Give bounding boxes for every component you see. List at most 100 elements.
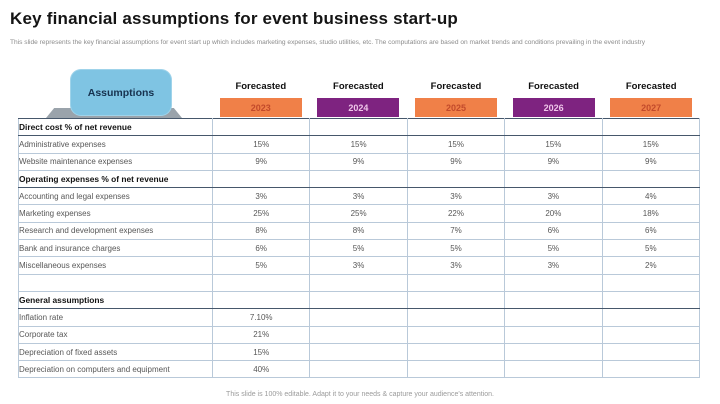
row-label: Miscellaneous expenses: [18, 256, 213, 275]
row-value: 6%: [504, 221, 603, 241]
row-value: [601, 273, 701, 292]
row-value: [211, 117, 311, 137]
row-value: [309, 308, 408, 327]
row-value: [601, 169, 701, 189]
row-value: 15%: [406, 135, 506, 154]
row-label: Bank and insurance charges: [18, 239, 213, 258]
row-value: [504, 308, 603, 327]
table-row: Research and development expenses 8% 8% 7% 6…: [18, 221, 701, 241]
year-badge: 2024: [317, 98, 400, 117]
row-value: [601, 360, 701, 379]
row-value: [504, 290, 603, 310]
table-row: Inflation rate 7.10%: [18, 308, 701, 327]
row-value: [406, 273, 506, 292]
row-value: 9%: [309, 152, 408, 171]
year-badge: 2025: [414, 98, 497, 117]
forecasted-label: Forecasted: [528, 81, 579, 92]
row-value: 9%: [601, 152, 701, 171]
table-row: Bank and insurance charges 6% 5% 5% 5% 5%: [18, 239, 701, 258]
forecasted-label: Forecasted: [235, 81, 287, 92]
row-value: 15%: [601, 135, 701, 154]
year-badge: 2026: [512, 98, 595, 117]
row-value: 8%: [309, 221, 408, 241]
assumptions-tab: Assumptions: [70, 69, 172, 116]
row-value: 3%: [504, 187, 603, 206]
forecast-column-header: Forecasted 2024: [310, 81, 408, 117]
assumptions-label: Assumptions: [87, 86, 155, 99]
row-value: 4%: [601, 187, 701, 206]
table-row: Miscellaneous expenses 5% 3% 3% 3% 2%: [18, 256, 701, 275]
table-row: Marketing expenses 25% 25% 22% 20% 18%: [18, 204, 701, 223]
row-label: Depreciation on computers and equipment: [18, 360, 213, 379]
row-label: Corporate tax: [18, 325, 213, 344]
row-value: 3%: [309, 256, 408, 275]
table-row: Depreciation of fixed assets 15%: [18, 342, 701, 362]
table-row: General assumptions: [18, 290, 701, 310]
row-value: 15%: [504, 135, 603, 154]
row-value: 40%: [211, 360, 311, 379]
row-value: [309, 360, 408, 379]
row-value: 9%: [406, 152, 506, 171]
assumptions-table-body: Direct cost % of net revenue Administrati…: [18, 117, 701, 379]
table-row: Corporate tax 21%: [18, 325, 701, 344]
row-value: [309, 273, 408, 292]
row-value: 22%: [406, 204, 506, 223]
assumptions-table: Direct cost % of net revenue Administrati…: [18, 117, 701, 379]
row-value: [504, 117, 603, 137]
row-value: 25%: [309, 204, 408, 223]
table-row: Depreciation on computers and equipment 4…: [18, 360, 701, 379]
row-value: [504, 273, 603, 292]
row-value: [504, 325, 603, 344]
row-value: [601, 290, 701, 310]
row-value: 3%: [406, 256, 506, 275]
row-value: [211, 273, 311, 292]
row-value: 15%: [211, 135, 311, 154]
forecast-column-header: Forecasted 2026: [505, 81, 603, 117]
row-value: 8%: [211, 221, 311, 241]
row-value: 21%: [211, 325, 311, 344]
row-value: [406, 360, 506, 379]
row-value: [309, 117, 408, 137]
forecast-column-header: Forecasted 2023: [212, 81, 310, 117]
row-value: [504, 169, 603, 189]
row-value: [601, 342, 701, 362]
row-value: [601, 117, 701, 137]
row-value: 9%: [211, 152, 311, 171]
row-label: Accounting and legal expenses: [18, 187, 213, 206]
slide-subtitle: This slide represents the key financial …: [10, 39, 646, 46]
table-row: Accounting and legal expenses 3% 3% 3% 3% 4%: [18, 187, 701, 206]
row-value: [504, 360, 603, 379]
row-label: General assumptions: [18, 290, 213, 310]
row-value: [211, 290, 311, 310]
forecasted-label: Forecasted: [625, 81, 677, 92]
row-value: 6%: [601, 221, 701, 241]
row-value: 9%: [504, 152, 603, 171]
row-value: 3%: [504, 256, 603, 275]
row-value: 5%: [601, 239, 701, 258]
row-value: 25%: [211, 204, 311, 223]
row-value: 5%: [504, 239, 603, 258]
row-label: Direct cost % of net revenue: [18, 117, 213, 137]
row-label: Administrative expenses: [18, 135, 213, 154]
row-label: Inflation rate: [18, 308, 213, 327]
row-value: 5%: [406, 239, 506, 258]
forecasted-label: Forecasted: [430, 81, 482, 92]
row-value: 6%: [211, 239, 311, 258]
row-value: [309, 342, 408, 362]
row-value: 5%: [211, 256, 311, 275]
forecast-column-header: Forecasted 2025: [407, 81, 505, 117]
row-value: 3%: [406, 187, 506, 206]
row-value: [309, 169, 408, 189]
row-value: 7.10%: [211, 308, 311, 327]
row-value: [406, 290, 506, 310]
row-value: 2%: [601, 256, 701, 275]
table-row: Website maintenance expenses 9% 9% 9% 9% 9%: [18, 152, 701, 171]
row-value: [406, 117, 506, 137]
footer-note: This slide is 100% editable. Adapt it to…: [226, 391, 494, 398]
row-value: [406, 169, 506, 189]
table-row: Direct cost % of net revenue: [18, 117, 701, 137]
row-value: [211, 169, 311, 189]
row-value: 15%: [211, 342, 311, 362]
row-value: [601, 325, 701, 344]
row-value: [406, 342, 506, 362]
